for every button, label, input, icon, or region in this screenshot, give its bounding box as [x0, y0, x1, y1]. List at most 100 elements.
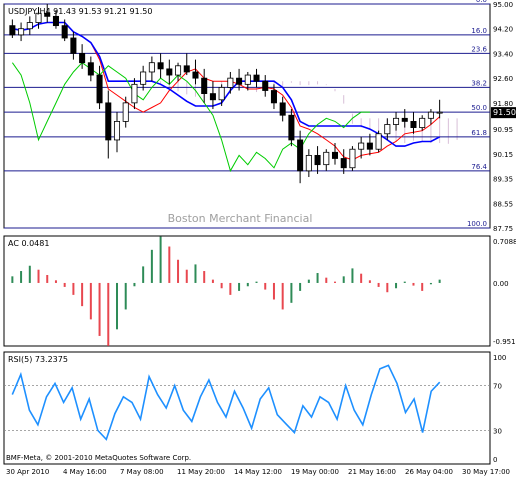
fib-label: 23.6: [471, 45, 487, 53]
price-tick-label: 90.95: [493, 126, 513, 134]
price-tick-label: 87.75: [493, 225, 513, 233]
current-price-label: 91.50: [493, 108, 516, 117]
candle: [331, 143, 339, 165]
candle-body: [79, 53, 86, 64]
candle: [79, 44, 86, 69]
ac-tick-label: -0.9517: [493, 338, 516, 346]
ac-axis-labels: 0.7088 0.00 -0.9517: [493, 238, 516, 346]
candle: [61, 19, 68, 42]
rsi-axis-labels: 100 70 30 0: [493, 354, 506, 464]
rsi-tick-label: 70: [493, 383, 502, 391]
time-tick-label: 19 May 00:00: [291, 468, 339, 476]
candle: [262, 75, 269, 97]
candle-body: [131, 83, 138, 104]
candle: [227, 71, 234, 94]
candle: [201, 68, 208, 103]
candle: [436, 99, 443, 119]
time-tick-label: 7 May 08:00: [120, 468, 164, 476]
candle-body: [244, 74, 251, 85]
candle-body: [26, 22, 33, 30]
candle: [122, 96, 129, 128]
candle-body: [192, 71, 199, 79]
candle: [18, 22, 25, 42]
candle: [323, 149, 330, 171]
candle-body: [122, 102, 129, 122]
watermark-text: Boston Merchant Financial: [168, 212, 313, 225]
time-tick-label: 26 May 04:00: [405, 468, 453, 476]
price-tick-label: 94.20: [493, 26, 513, 34]
price-tick-label: 91.80: [493, 100, 513, 108]
candle: [384, 118, 391, 140]
time-tick-label: 30 Apr 2010: [6, 468, 49, 476]
ac-tick-label: 0.7088: [493, 238, 516, 246]
candle: [244, 71, 251, 91]
candle-body: [236, 77, 243, 85]
candle-body: [375, 133, 382, 150]
candle-body: [427, 111, 434, 119]
candle: [70, 31, 77, 60]
time-tick-label: 4 May 16:00: [63, 468, 107, 476]
fib-label: 0.0: [476, 0, 487, 4]
candle-body: [366, 142, 373, 150]
price-panel: 0.0 16.0 23.6 38.2 50.0 61.8 76.4 100.0 95.00 94…: [3, 0, 516, 233]
candle-body: [9, 25, 16, 36]
candle-body: [183, 65, 190, 73]
candle: [192, 59, 199, 85]
candle-body: [227, 77, 234, 88]
candle-body: [61, 25, 68, 39]
candle-body: [166, 68, 173, 76]
fib-label: 61.8: [471, 129, 487, 137]
candle-body: [140, 71, 147, 85]
candle: [35, 7, 42, 29]
chart-title: USDJPY,H4 91.43 91.53 91.21 91.50: [8, 7, 152, 16]
candle: [44, 4, 51, 23]
ac-title: AC 0.0481: [8, 239, 49, 248]
candle-body: [305, 154, 312, 172]
candle-body: [297, 139, 304, 172]
candle: [410, 112, 417, 134]
candle-body: [358, 142, 365, 150]
candle-body: [218, 87, 225, 101]
candle-body: [52, 15, 59, 27]
rsi-title: RSI(5) 73.2375: [8, 355, 68, 364]
candle-body: [87, 62, 94, 76]
fib-label: 38.2: [471, 79, 487, 87]
price-tick-label: 95.00: [493, 1, 513, 9]
candle-body: [18, 28, 25, 36]
candle: [340, 149, 347, 174]
price-axis-labels: 95.00 94.20 93.40 92.60 91.80 90.95 90.15 89.35…: [493, 1, 513, 233]
candle-body: [157, 62, 164, 70]
fibonacci-levels: 0.0 16.0 23.6 38.2 50.0 61.8 76.4 100.0: [4, 0, 490, 229]
candle-body: [44, 12, 51, 17]
candle: [305, 149, 312, 178]
candle-body: [410, 121, 417, 128]
rsi-levels: [4, 385, 490, 431]
candle: [419, 115, 426, 131]
candle: [140, 65, 147, 91]
candle-body: [96, 74, 103, 104]
fib-label: 100.0: [467, 220, 487, 228]
time-tick-label: 30 May 17:00: [462, 468, 510, 476]
candle: [105, 90, 112, 159]
candle: [349, 146, 356, 171]
candle-body: [70, 37, 77, 54]
candle-body: [253, 74, 260, 82]
candle: [209, 81, 216, 110]
price-tick-label: 88.55: [493, 200, 513, 208]
candle-body: [201, 77, 208, 95]
candle: [157, 53, 164, 79]
candle: [52, 10, 59, 29]
candle: [166, 59, 173, 85]
candle: [26, 16, 33, 35]
candle: [236, 68, 243, 91]
rsi-tick-label: 30: [493, 427, 502, 435]
time-tick-label: 11 May 20:00: [177, 468, 225, 476]
fib-label: 16.0: [471, 27, 487, 35]
candle: [375, 130, 382, 153]
candle-body: [349, 148, 356, 169]
candle-body: [288, 114, 295, 141]
candle: [9, 19, 16, 38]
candle-body: [340, 158, 347, 169]
candle-body: [209, 93, 216, 101]
price-tick-label: 89.35: [493, 176, 513, 184]
